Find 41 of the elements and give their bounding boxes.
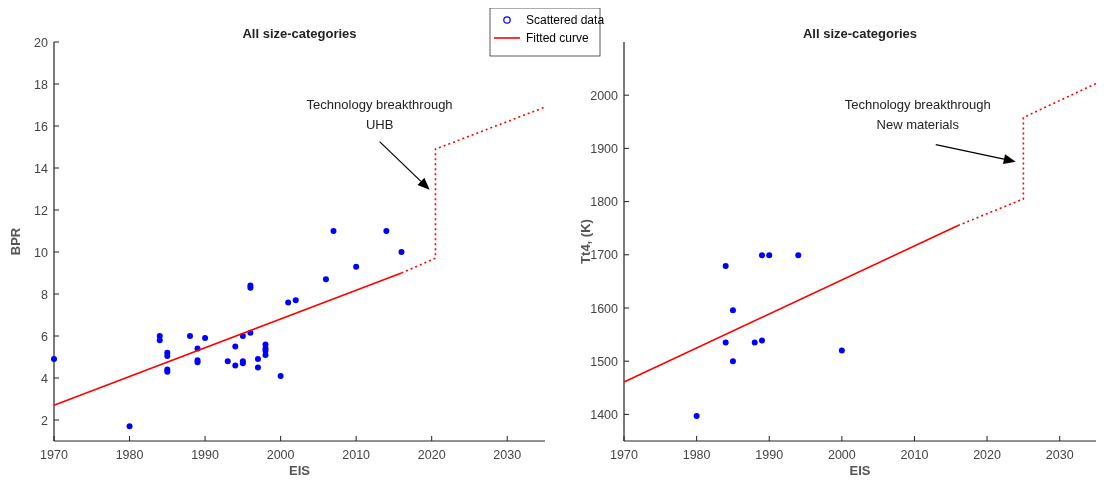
y-tick-label: 8 [41,287,49,302]
y-tick-label: 18 [34,77,49,92]
annotation: Technology breakthrough New materials [844,96,991,132]
y-tick-label: 4 [41,371,49,386]
y-tick-label: 1400 [590,407,619,422]
annotation: Technology breakthrough UHB [306,96,453,132]
x-tick-label: 2000 [827,448,856,462]
y-tick-label: 6 [41,329,49,344]
y-tick-label: 1600 [590,301,619,316]
y-axis-title: Tt4, (K) [578,219,593,264]
x-tick-label: 1980 [682,448,711,462]
x-axis-title: EIS [849,463,871,478]
x-tick-label: 2010 [900,448,929,462]
x-tick-label: 1990 [191,448,220,462]
y-tick-label: 16 [34,119,49,134]
y-tick-label: 14 [34,161,49,176]
x-tick-label: 2000 [266,448,295,462]
x-tick-label: 2020 [417,448,446,462]
y-tick-label: 2000 [590,88,619,103]
y-tick-label: 2 [41,413,49,428]
legend-label: Fitted curve [526,31,590,45]
x-tick-label: 1990 [755,448,784,462]
chart-title: All size-categories [242,26,357,41]
y-tick-label: 1700 [590,248,619,263]
chart-title: All size-categories [802,26,918,41]
x-tick-label: 2030 [1045,448,1074,462]
x-tick-label: 1970 [40,448,68,462]
legend-label: Scattered data [526,13,605,27]
x-axis-title: EIS [289,463,311,478]
y-tick-label: 1500 [590,354,619,369]
y-tick-label: 20 [34,35,49,50]
x-tick-label: 2010 [342,448,371,462]
x-tick-label: 2030 [493,448,522,462]
y-tick-label: 1900 [590,141,619,156]
y-tick-label: 12 [34,203,49,218]
y-axis-title: BPR [8,227,23,256]
x-tick-label: 1970 [610,448,638,462]
y-tick-label: 10 [34,245,49,260]
x-tick-label: 1980 [115,448,144,462]
x-tick-label: 2020 [973,448,1002,462]
y-tick-label: 1800 [590,195,619,210]
